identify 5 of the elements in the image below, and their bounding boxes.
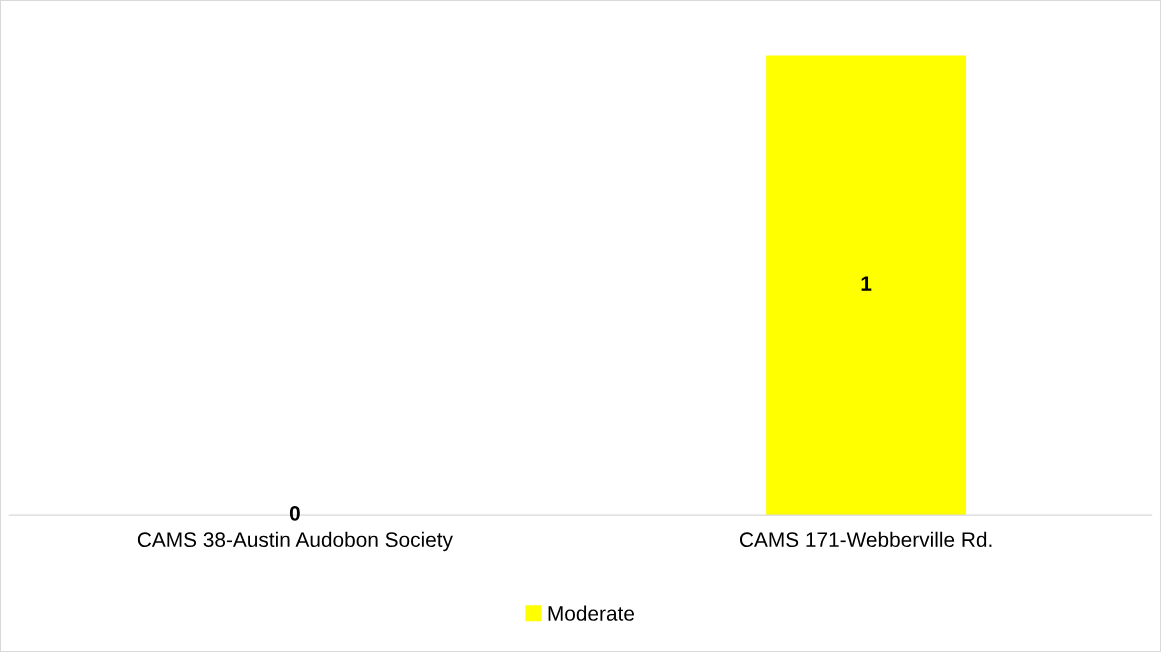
x-tick-label: CAMS 171-Webberville Rd. [739,531,992,548]
data-label: 0 [289,505,300,521]
data-label: 1 [861,276,872,291]
legend-label: Moderate [548,605,634,621]
x-tick-label: CAMS 38-Austin Audobon Society [137,531,453,552]
